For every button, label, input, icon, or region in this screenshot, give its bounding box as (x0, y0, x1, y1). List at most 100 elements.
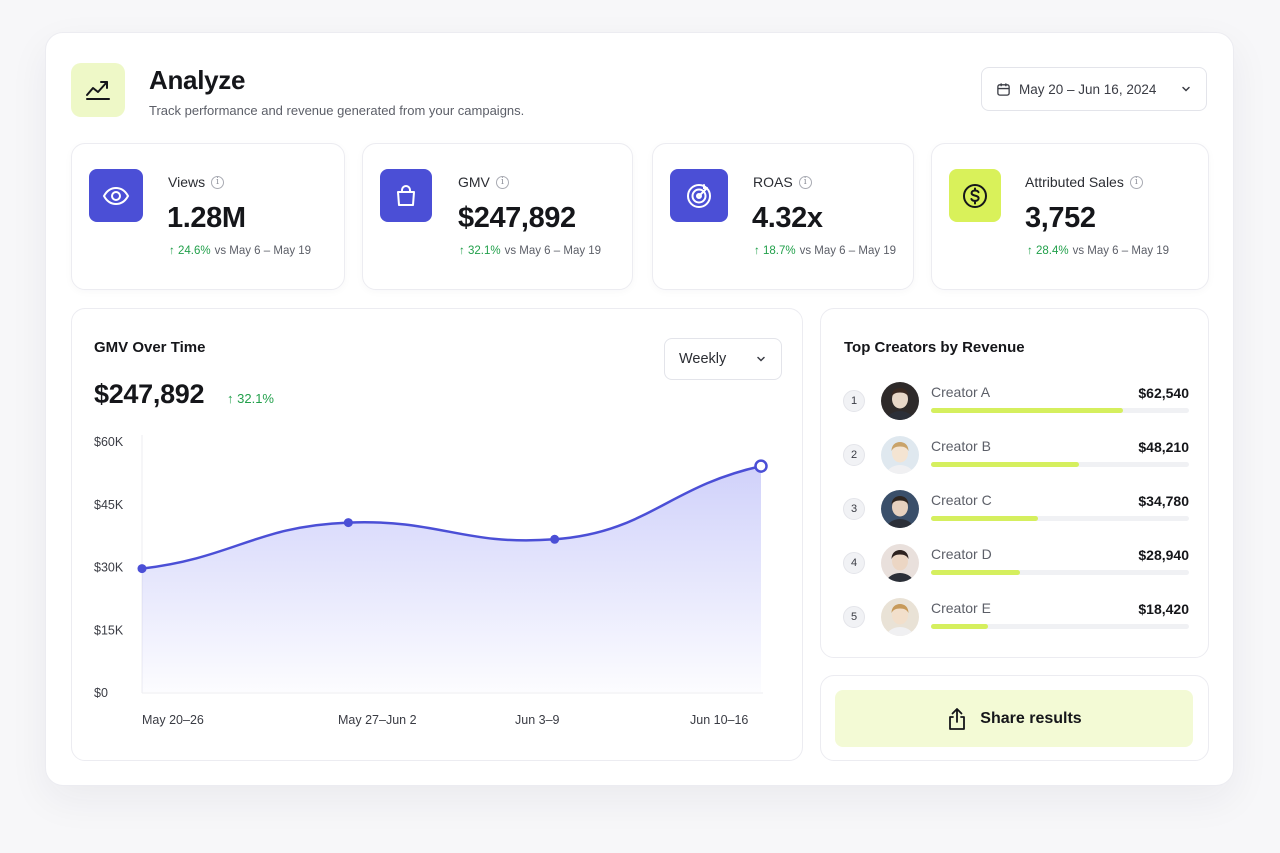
creator-name: Creator B (931, 438, 991, 454)
stat-delta: ↑ 18.7% vs May 6 – May 19 (754, 245, 897, 257)
info-icon[interactable]: i (1129, 175, 1143, 189)
creator-name: Creator A (931, 384, 991, 400)
revenue-bar-track (931, 408, 1189, 413)
creator-rank: 1 (843, 390, 865, 412)
eye-icon (89, 169, 143, 222)
gmv-series-line (141, 464, 762, 570)
period-select[interactable]: Weekly (664, 338, 782, 380)
arrow-up-icon: ↑ 18.7% (754, 245, 796, 257)
revenue-bar-fill (931, 624, 988, 629)
share-results-label: Share results (980, 709, 1082, 727)
arrow-up-icon: ↑ 32.1% (459, 245, 501, 257)
share-card: Share results (820, 675, 1209, 761)
share-results-button[interactable]: Share results (835, 690, 1193, 747)
arrow-up-icon: ↑ 24.6% (169, 245, 211, 257)
creator-name: Creator D (931, 546, 992, 562)
stat-label: Views i (168, 174, 225, 190)
creator-revenue: $62,540 (1138, 385, 1189, 401)
creator-revenue: $18,420 (1138, 601, 1189, 617)
creator-rank: 2 (843, 444, 865, 466)
info-icon[interactable]: i (211, 175, 225, 189)
stat-value: $247,892 (458, 202, 576, 234)
revenue-bar-track (931, 516, 1189, 521)
stat-label: Attributed Sales i (1025, 174, 1143, 190)
creator-revenue: $28,940 (1138, 547, 1189, 563)
chart-total: $247,892 (94, 379, 205, 409)
y-tick-label: $15K (94, 623, 124, 637)
stat-card-views: Views i 1.28M ↑ 24.6% vs May 6 – May 19 (71, 143, 345, 290)
avatar (881, 544, 919, 582)
revenue-bar-fill (931, 570, 1020, 575)
data-point[interactable] (550, 534, 560, 544)
stat-delta: ↑ 24.6% vs May 6 – May 19 (169, 245, 312, 257)
creator-rank: 4 (843, 552, 865, 574)
period-select-label: Weekly (679, 351, 727, 367)
stat-card-attributed-sales: Attributed Sales i 3,752 ↑ 28.4% vs May 6 … (931, 143, 1209, 290)
creator-rank: 3 (843, 498, 865, 520)
creators-title: Top Creators by Revenue (844, 339, 1025, 356)
calendar-icon (996, 82, 1011, 97)
creator-row[interactable]: 5 Creator E $18,420 (843, 598, 1189, 638)
data-point[interactable] (137, 564, 147, 574)
stat-label: ROAS i (753, 174, 812, 190)
date-range-picker[interactable]: May 20 – Jun 16, 2024 (981, 67, 1207, 111)
stat-delta: ↑ 28.4% vs May 6 – May 19 (1027, 245, 1170, 257)
creator-name: Creator E (931, 600, 991, 616)
stat-value: 3,752 (1025, 202, 1096, 234)
creator-revenue: $48,210 (1138, 439, 1189, 455)
avatar (881, 382, 919, 420)
revenue-bar-track (931, 624, 1189, 629)
gmv-line-chart: $0 $15K $30K $45K $60K May 20–26 May 27–Jun 2 J… (94, 435, 768, 727)
y-tick-label: $0 (94, 686, 108, 700)
x-tick-label: May 27–Jun 2 (338, 713, 417, 727)
avatar (881, 598, 919, 636)
creator-row[interactable]: 2 Creator B $48,210 (843, 436, 1189, 476)
y-tick-label: $45K (94, 498, 124, 512)
stat-card-gmv: GMV i $247,892 ↑ 32.1% vs May 6 – May 19 (362, 143, 633, 290)
page-title: Analyze (149, 65, 246, 95)
analyze-panel: Analyze Track performance and revenue ge… (45, 32, 1234, 786)
creator-rank: 5 (843, 606, 865, 628)
chevron-down-icon (1180, 83, 1192, 95)
shopping-bag-icon (380, 169, 432, 222)
x-tick-label: Jun 3–9 (515, 713, 560, 727)
creator-revenue: $34,780 (1138, 493, 1189, 509)
top-creators-card: Top Creators by Revenue 1 Creator A $62,54… (820, 308, 1209, 658)
x-tick-label: May 20–26 (142, 713, 204, 727)
stat-delta: ↑ 32.1% vs May 6 – May 19 (459, 245, 602, 257)
info-icon[interactable]: i (798, 175, 812, 189)
creator-name: Creator C (931, 492, 992, 508)
stat-card-roas: ROAS i 4.32x ↑ 18.7% vs May 6 – May 19 (652, 143, 914, 290)
revenue-bar-track (931, 570, 1189, 575)
revenue-bar-fill (931, 408, 1123, 413)
share-icon (946, 707, 968, 731)
creator-row[interactable]: 3 Creator C $34,780 (843, 490, 1189, 530)
avatar (881, 436, 919, 474)
creator-row[interactable]: 1 Creator A $62,540 (843, 382, 1189, 422)
stat-value: 1.28M (167, 202, 246, 234)
dollar-coin-icon (949, 169, 1001, 222)
x-tick-label: Jun 10–16 (690, 713, 748, 727)
revenue-bar-fill (931, 462, 1079, 467)
data-point[interactable] (343, 518, 353, 528)
creator-row[interactable]: 4 Creator D $28,940 (843, 544, 1189, 584)
revenue-bar-fill (931, 516, 1038, 521)
revenue-bar-track (931, 462, 1189, 467)
y-tick-label: $30K (94, 561, 124, 575)
info-icon[interactable]: i (495, 175, 509, 189)
arrow-up-icon: ↑ 28.4% (1027, 245, 1069, 257)
date-range-label: May 20 – Jun 16, 2024 (1019, 81, 1157, 97)
stat-label: GMV i (458, 174, 509, 190)
chevron-down-icon (755, 353, 767, 365)
stat-value: 4.32x (752, 202, 823, 234)
data-point[interactable] (754, 459, 768, 473)
chart-delta: ↑ 32.1% (227, 391, 274, 406)
avatar (881, 490, 919, 528)
y-tick-label: $60K (94, 435, 124, 449)
chart-title: GMV Over Time (94, 339, 206, 356)
page-subtitle: Track performance and revenue generated … (149, 103, 525, 118)
target-icon (670, 169, 728, 222)
gmv-chart-card: GMV Over Time $247,892 ↑ 32.1% Weekly $0… (71, 308, 803, 761)
trend-chart-icon (71, 63, 125, 117)
gmv-area (142, 466, 761, 692)
